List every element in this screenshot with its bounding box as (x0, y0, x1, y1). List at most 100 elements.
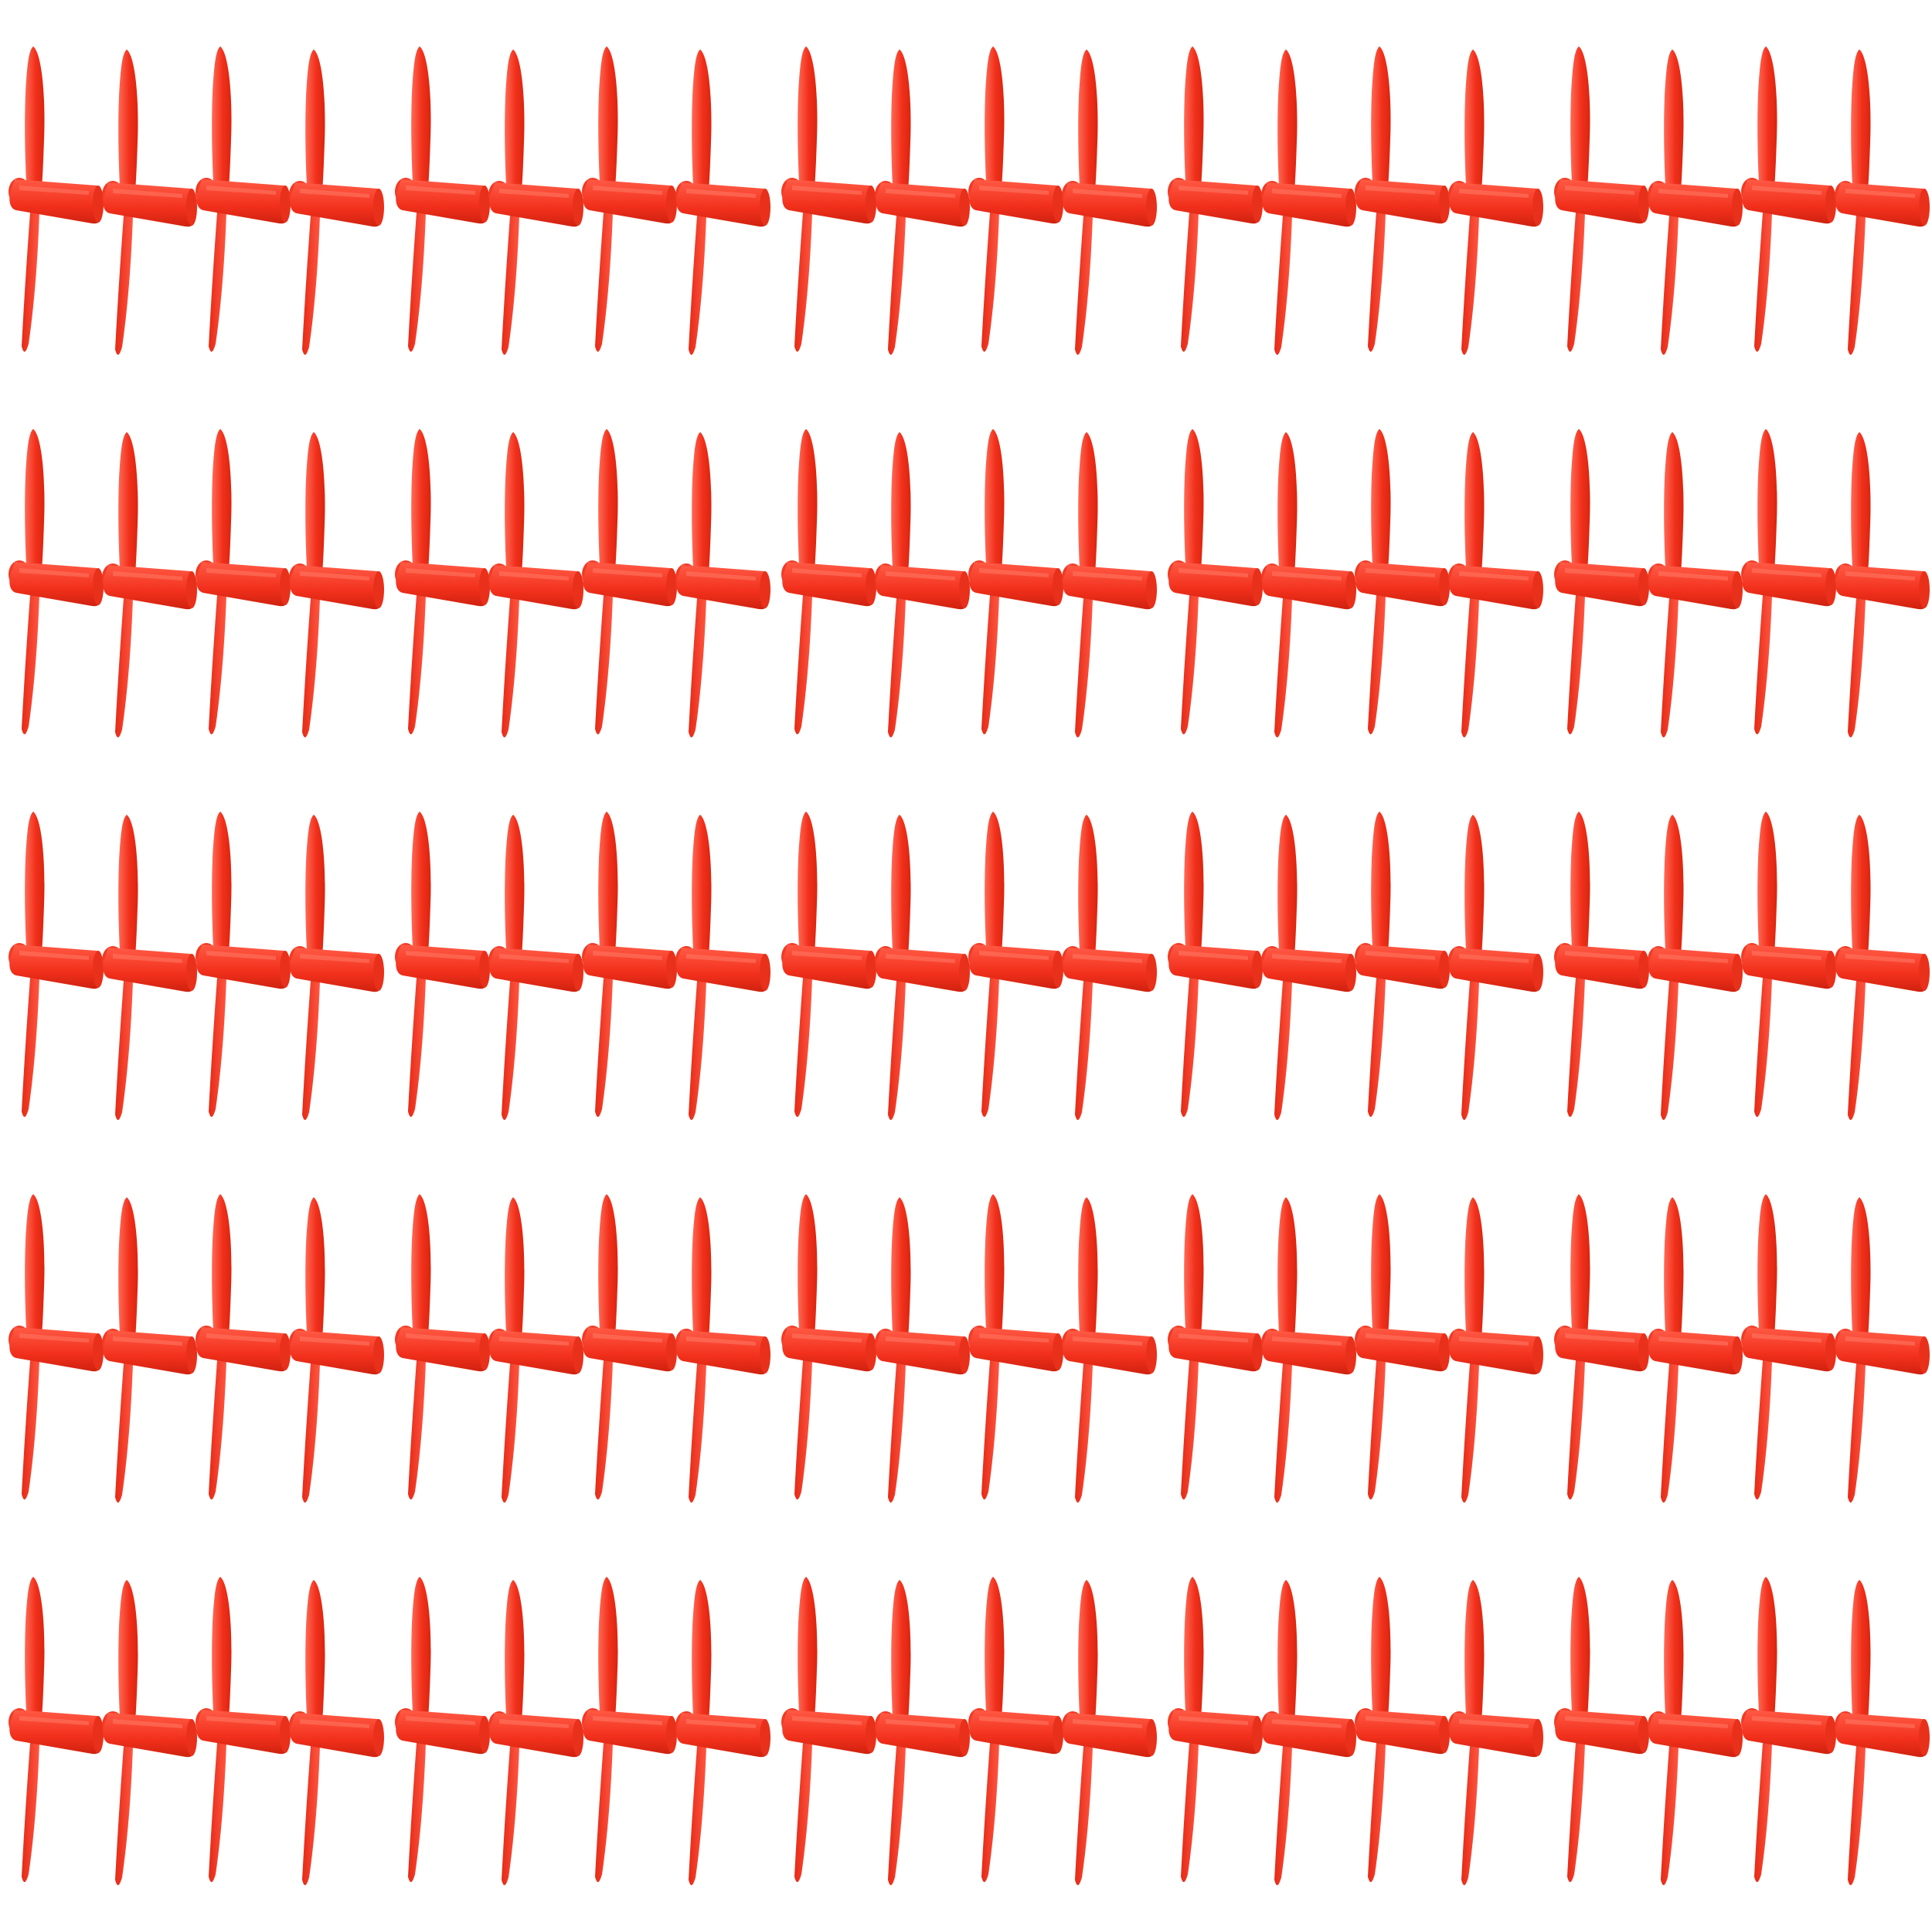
propeller-hub-end (1252, 951, 1263, 988)
propeller-blade-upper (692, 49, 712, 200)
propeller-hub-highlight (1272, 954, 1342, 963)
propeller-blade-upper (118, 1580, 138, 1731)
propeller-hub-end (1345, 1336, 1356, 1373)
propeller-30 (968, 429, 1063, 735)
propeller-blade-upper (505, 1580, 525, 1731)
propeller-hub-end (1638, 1333, 1649, 1370)
propeller-blade-lower (502, 1363, 519, 1503)
propeller-hub-highlight (1179, 1333, 1248, 1343)
propeller-hub-highlight (1845, 571, 1915, 580)
propeller-blade-upper (1277, 1580, 1298, 1731)
propeller-hub-end (760, 954, 770, 991)
propeller-blade-lower (302, 216, 320, 356)
propeller-hub-highlight (113, 1336, 182, 1346)
propeller-hub-end (1732, 571, 1743, 608)
propeller-hub-end (866, 568, 876, 605)
propeller-hub-end (760, 571, 770, 608)
propeller-hub-highlight (1565, 951, 1634, 960)
propeller-blade-lower (22, 595, 39, 735)
propeller-hub-end (479, 951, 490, 988)
propeller-53 (1261, 815, 1356, 1121)
propeller-blade-lower (1274, 598, 1292, 738)
propeller-blade-lower (209, 978, 226, 1118)
propeller-hub-highlight (499, 1336, 569, 1346)
propeller-blade-lower (1368, 1360, 1386, 1500)
propeller-blade-upper (212, 1577, 232, 1727)
propeller-62 (196, 1194, 291, 1500)
propeller-blade-lower (1181, 1743, 1199, 1883)
propeller-blade-lower (1461, 1363, 1479, 1503)
propeller-blade-upper (411, 812, 431, 962)
propeller-blade-lower (502, 216, 519, 356)
propeller-hub-end (1146, 954, 1157, 991)
propeller-hub-end (1638, 1716, 1649, 1753)
propeller-hub-highlight (1565, 568, 1634, 577)
propeller-21 (102, 432, 197, 738)
propeller-hub-highlight (1752, 568, 1821, 577)
propeller-blade-lower (1754, 213, 1772, 352)
propeller-hub-highlight (206, 951, 276, 960)
propeller-hub-highlight (593, 951, 662, 960)
propeller-hub-highlight (1752, 1333, 1821, 1343)
propeller-hub-end (1439, 951, 1450, 988)
propeller-blade-upper (1371, 1577, 1391, 1727)
propeller-blade-upper (305, 815, 325, 965)
propeller-hub-end (373, 1719, 384, 1756)
propeller-blade-upper (985, 46, 1005, 197)
propeller-13 (1261, 49, 1356, 356)
propeller-hub-end (866, 951, 876, 988)
propeller-78 (1741, 1194, 1836, 1500)
propeller-hub-highlight (686, 571, 756, 580)
propeller-hub-highlight (979, 1716, 1049, 1725)
propeller-blade-lower (1567, 595, 1585, 735)
propeller-hub-end (1146, 1719, 1157, 1756)
propeller-8 (781, 46, 876, 352)
propeller-hub-highlight (1366, 1716, 1435, 1725)
propeller-93 (1261, 1580, 1356, 1886)
propeller-hub-highlight (686, 1336, 756, 1346)
propeller-blade-lower (22, 1360, 39, 1500)
propeller-blade-upper (212, 1194, 232, 1345)
propeller-14 (1355, 46, 1450, 352)
propeller-blade-lower (595, 978, 613, 1118)
propeller-hub-end (280, 186, 291, 223)
propeller-hub-end (1252, 1716, 1263, 1753)
propeller-68 (781, 1194, 876, 1500)
propeller-hub-highlight (499, 954, 569, 963)
propeller-hub-end (1919, 1719, 1930, 1756)
propeller-hub-end (1638, 568, 1649, 605)
propeller-blade-upper (598, 429, 618, 580)
propeller-blade-upper (1464, 1197, 1485, 1348)
propeller-blade-lower (1754, 1743, 1772, 1883)
propeller-hub-end (1638, 186, 1649, 223)
propeller-37 (1648, 432, 1743, 738)
propeller-18 (1741, 46, 1836, 352)
propeller-blade-lower (981, 1743, 999, 1883)
propeller-blade-lower (1848, 981, 1866, 1121)
propeller-hub-highlight (979, 186, 1049, 195)
propeller-hub-end (1825, 1333, 1836, 1370)
propeller-hub-end (573, 189, 583, 226)
propeller-blade-upper (1851, 49, 1871, 200)
propeller-blade-lower (1368, 213, 1386, 352)
propeller-20 (9, 429, 104, 735)
propeller-0 (9, 46, 104, 352)
propeller-42 (196, 812, 291, 1118)
propeller-44 (395, 812, 490, 1118)
propeller-hub-highlight (206, 568, 276, 577)
propeller-blade-upper (985, 812, 1005, 962)
propeller-hub-highlight (206, 1333, 276, 1343)
propeller-blade-upper (891, 49, 911, 200)
propeller-blade-upper (985, 429, 1005, 580)
propeller-blade-upper (1570, 1577, 1590, 1727)
propeller-hub-highlight (406, 1716, 475, 1725)
propeller-blade-upper (1078, 1197, 1098, 1348)
propeller-hub-highlight (499, 1719, 569, 1728)
propeller-blade-lower (22, 1743, 39, 1883)
propeller-blade-lower (209, 1743, 226, 1883)
propeller-hub-end (373, 189, 384, 226)
propeller-16 (1554, 46, 1649, 352)
propeller-76 (1554, 1194, 1649, 1500)
propeller-87 (675, 1580, 770, 1886)
propeller-hub-end (479, 568, 490, 605)
